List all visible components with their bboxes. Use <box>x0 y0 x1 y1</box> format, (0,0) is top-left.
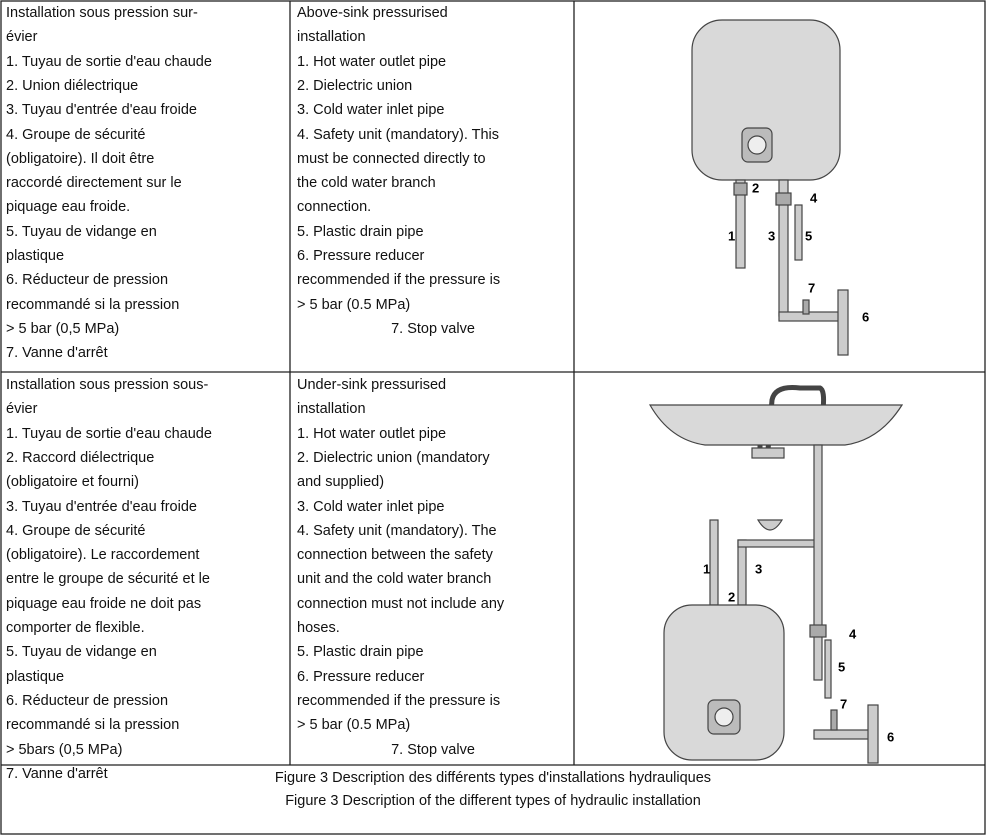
english-line: unit and the cold water branch <box>297 571 492 588</box>
french-line: (obligatoire). Le raccordement <box>6 547 200 564</box>
diagram-label: 6 <box>862 309 869 324</box>
english-line: connection. <box>297 199 372 216</box>
french-line: piquage eau froide. <box>6 199 131 216</box>
french-line: Installation sous pression sous- <box>6 377 209 393</box>
english-line: recommended if the pressure is <box>297 692 501 709</box>
french-line: 2. Union diélectrique <box>6 77 139 94</box>
french-line: 5. Tuyau de vidange en <box>6 223 157 240</box>
diagram-label: 5 <box>805 228 812 243</box>
french-line: 6. Réducteur de pression <box>6 272 169 289</box>
english-line: installation <box>297 401 366 418</box>
french-line: 6. Réducteur de pression <box>6 692 169 709</box>
english-line: recommended if the pressure is <box>297 272 501 289</box>
diagram-label: 2 <box>728 589 735 604</box>
french-line: 7. Vanne d'arrêt <box>6 345 108 362</box>
english-line: 5. Plastic drain pipe <box>297 223 424 240</box>
english-line: 3. Cold water inlet pipe <box>297 498 445 515</box>
english-line: installation <box>297 29 366 46</box>
diagram-label: 6 <box>887 729 894 744</box>
french-line: évier <box>6 29 38 46</box>
english-line: must be connected directly to <box>297 150 486 167</box>
french-line: évier <box>6 401 38 418</box>
french-line: raccordé directement sur le <box>6 175 182 192</box>
english-line: 2. Dielectric union (mandatory <box>297 449 490 466</box>
french-line: (obligatoire et fourni) <box>6 474 139 491</box>
french-line: > 5bars (0,5 MPa) <box>6 741 123 758</box>
diagram-label: 5 <box>838 659 845 674</box>
english-line: Above-sink pressurised <box>297 5 448 21</box>
french-line: piquage eau froide ne doit pas <box>6 595 202 612</box>
caption: Figure 3 Description of the different ty… <box>285 793 701 809</box>
english-line: Under-sink pressurised <box>297 377 447 393</box>
english-line: 6. Pressure reducer <box>297 248 425 264</box>
english-line: 7. Stop valve <box>391 741 475 758</box>
english-line: 4. Safety unit (mandatory). The <box>297 522 497 539</box>
english-line: 6. Pressure reducer <box>297 668 425 685</box>
french-line: 5. Tuyau de vidange en <box>6 644 157 661</box>
diagram-label: 3 <box>768 228 775 243</box>
diagram-label: 7 <box>808 280 815 295</box>
french-line: (obligatoire). Il doit être <box>6 150 155 167</box>
french-line: plastique <box>6 248 65 264</box>
french-line: comporter de flexible. <box>6 620 145 636</box>
french-line: recommandé si la pression <box>6 717 180 734</box>
french-line: 4. Groupe de sécurité <box>6 522 146 539</box>
english-line: 1. Hot water outlet pipe <box>297 53 447 70</box>
french-line: 3. Tuyau d'entrée d'eau froide <box>6 498 197 515</box>
english-line: the cold water branch <box>297 175 436 192</box>
diagram-label: 7 <box>840 696 847 711</box>
french-line: 3. Tuyau d'entrée d'eau froide <box>6 102 197 119</box>
diagram-label: 1 <box>728 228 735 243</box>
diagram-label: 1 <box>703 561 710 576</box>
english-line: 3. Cold water inlet pipe <box>297 102 445 119</box>
french-line: 1. Tuyau de sortie d'eau chaude <box>6 53 212 70</box>
diagram-label: 4 <box>849 626 857 641</box>
diagram-label: 4 <box>810 190 818 205</box>
french-line: > 5 bar (0,5 MPa) <box>6 320 120 337</box>
french-line: 1. Tuyau de sortie d'eau chaude <box>6 425 212 442</box>
french-line: 4. Groupe de sécurité <box>6 126 146 143</box>
diagram-label: 3 <box>755 561 762 576</box>
english-line: and supplied) <box>297 474 385 491</box>
english-line: 2. Dielectric union <box>297 77 413 94</box>
french-line: 7. Vanne d'arrêt <box>6 765 108 782</box>
french-line: recommandé si la pression <box>6 296 180 313</box>
english-line: 7. Stop valve <box>391 320 475 337</box>
english-line: 1. Hot water outlet pipe <box>297 425 447 442</box>
english-line: > 5 bar (0.5 MPa) <box>297 296 411 313</box>
french-line: 2. Raccord diélectrique <box>6 449 155 466</box>
english-line: > 5 bar (0.5 MPa) <box>297 717 411 734</box>
caption: Figure 3 Description des différents type… <box>274 770 712 786</box>
english-line: connection between the safety <box>297 547 493 564</box>
french-line: plastique <box>6 668 65 685</box>
english-line: 4. Safety unit (mandatory). This <box>297 126 500 143</box>
english-line: hoses. <box>297 620 340 636</box>
english-line: 5. Plastic drain pipe <box>297 644 424 661</box>
diagram-label: 2 <box>752 180 759 195</box>
french-line: entre le groupe de sécurité et le <box>6 571 210 588</box>
english-line: connection must not include any <box>297 595 505 612</box>
french-line: Installation sous pression sur- <box>6 5 198 21</box>
